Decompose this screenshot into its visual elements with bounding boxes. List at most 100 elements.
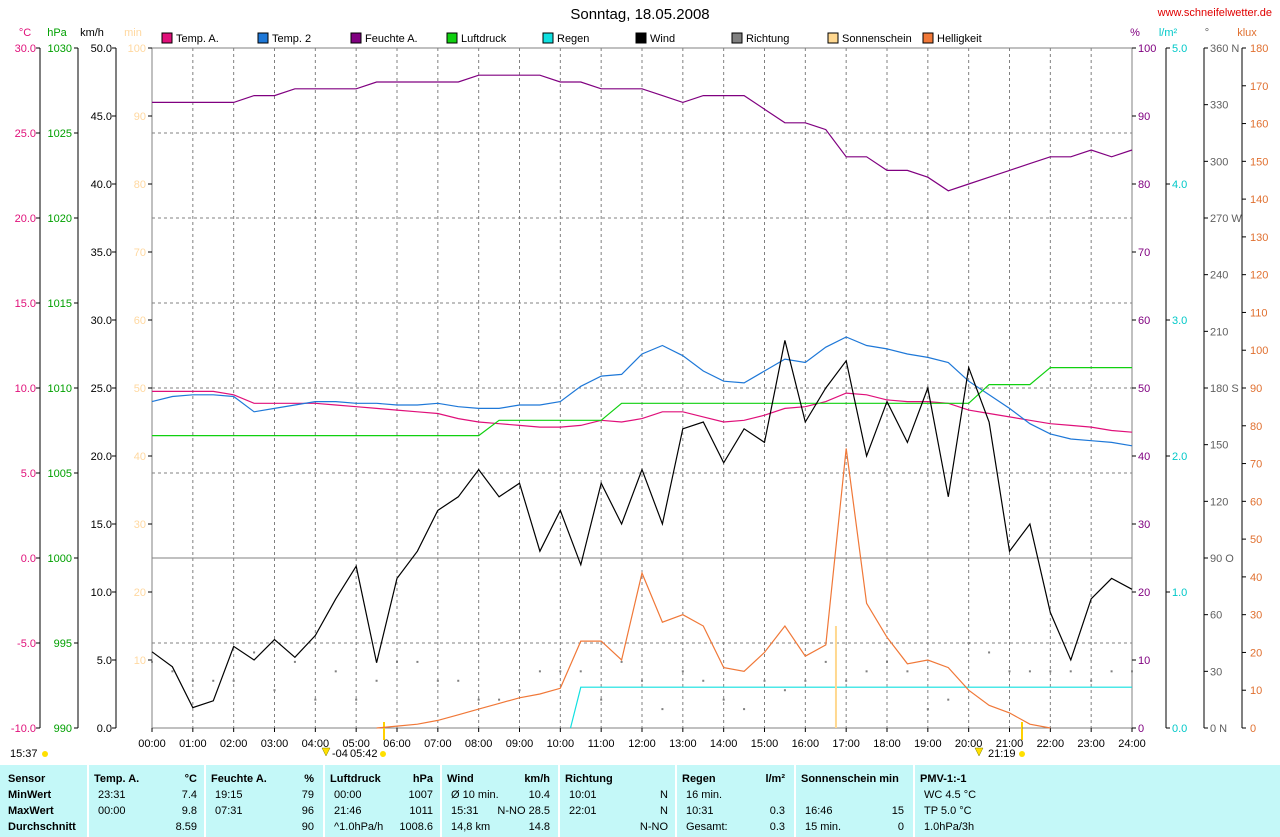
y-tick-label: 360 N [1210, 43, 1239, 55]
direction-dot [743, 708, 746, 711]
y-tick-label: 270 W [1210, 213, 1242, 225]
legend-swatch [827, 32, 839, 44]
axis-title: klux [1237, 27, 1257, 39]
direction-dot [1049, 670, 1052, 673]
y-tick-label: 0 N [1210, 723, 1227, 735]
y-tick-label: 1000 [48, 553, 72, 565]
x-tick-label: 24:00 [1118, 738, 1146, 750]
direction-dot [988, 651, 991, 654]
y-tick-label: 10.0 [15, 383, 36, 395]
x-tick-label: 18:00 [873, 738, 901, 750]
direction-dot [886, 660, 888, 663]
x-tick-label: 16:00 [792, 738, 820, 750]
y-tick-label: 5.0 [97, 655, 112, 667]
series-line [376, 448, 1051, 729]
source: www.schneifelwetter.de [1157, 7, 1272, 19]
y-tick-label: 60 [1210, 610, 1222, 622]
direction-dot [375, 679, 378, 682]
direction-dot [1069, 670, 1072, 673]
legend-label: Temp. 2 [272, 33, 311, 45]
x-tick-label: 22:00 [1037, 738, 1065, 750]
axis-title: % [1130, 27, 1140, 39]
cell-text: 15:31 [451, 805, 479, 817]
direction-dot [334, 670, 337, 673]
legend-label: Feuchte A. [365, 33, 418, 45]
cell-text: 16:46 [805, 805, 833, 817]
y-tick-label: 15.0 [15, 298, 36, 310]
y-tick-label: 130 [1250, 232, 1268, 244]
annotation: -04 [332, 748, 348, 760]
y-tick-label: 70 [1138, 247, 1150, 259]
column-unit: km/h [524, 773, 550, 785]
axis-title: °C [19, 27, 31, 39]
y-tick-label: 240 [1210, 270, 1228, 282]
y-tick-label: 70 [134, 247, 146, 259]
x-tick-label: 05:00 [342, 738, 370, 750]
cell-text: 07:31 [215, 805, 243, 817]
y-tick-label: 3.0 [1172, 315, 1187, 327]
y-tick-label: 50 [1138, 383, 1150, 395]
x-tick-label: 11:00 [588, 738, 615, 750]
y-tick-label: 110 [1250, 307, 1268, 319]
y-tick-label: 1015 [48, 298, 72, 310]
y-tick-label: 140 [1250, 194, 1268, 206]
row-label: Durchschnitt [8, 821, 76, 833]
direction-dot [722, 698, 725, 701]
direction-dot [1110, 670, 1113, 673]
moon-icon [974, 747, 984, 757]
y-tick-label: 25.0 [91, 383, 112, 395]
legend-swatch [731, 32, 743, 44]
cell-text: 1.0hPa/3h [924, 821, 974, 833]
x-tick-label: 02:00 [220, 738, 248, 750]
y-tick-label: 990 [54, 723, 72, 735]
y-tick-label: 100 [1138, 43, 1156, 55]
y-tick-label: 210 [1210, 326, 1228, 338]
y-tick-label: 10 [1138, 655, 1150, 667]
direction-dot [559, 670, 562, 673]
legend-label: Helligkeit [937, 33, 982, 45]
cell-text: 21:46 [334, 805, 362, 817]
y-tick-label: 10 [134, 655, 146, 667]
column-unit: l/m² [765, 773, 785, 785]
series-line [569, 686, 1132, 729]
cell-text: 00:00 [334, 789, 362, 801]
cell-value: 7.4 [182, 789, 197, 801]
direction-dot [314, 698, 317, 701]
y-tick-label: 60 [1250, 496, 1262, 508]
legend-swatch [161, 32, 173, 44]
column-unit: °C [185, 773, 197, 785]
cell-value: 10.4 [529, 789, 550, 801]
cell-text: TP 5.0 °C [924, 805, 972, 817]
series-line [152, 74, 1133, 192]
cell-value: 0.3 [770, 821, 785, 833]
y-tick-label: 60 [134, 315, 146, 327]
cell-value: N [660, 805, 668, 817]
direction-dot [824, 660, 827, 663]
y-tick-label: 300 [1210, 156, 1228, 168]
y-tick-label: 0.0 [1172, 723, 1187, 735]
direction-dot [457, 679, 460, 682]
y-tick-label: -10.0 [11, 723, 36, 735]
x-tick-label: 10:00 [547, 738, 575, 750]
y-tick-label: 80 [1250, 421, 1262, 433]
sun-icon [380, 751, 386, 757]
legend-label: Temp. A. [176, 33, 219, 45]
direction-dot [1008, 670, 1011, 673]
y-tick-label: 90 [1250, 383, 1262, 395]
direction-dot [702, 679, 705, 682]
x-tick-label: 21:00 [996, 738, 1024, 750]
direction-dot [171, 670, 174, 673]
direction-dot [1131, 670, 1133, 673]
direction-dot [416, 660, 419, 663]
chart-title: Sonntag, 18.05.2008 [570, 6, 709, 23]
y-tick-label: 80 [134, 179, 146, 191]
cell-text: 14,8 km [451, 821, 490, 833]
direction-dot [538, 670, 541, 673]
y-tick-label: 0 [1250, 723, 1256, 735]
row-label: Sensor [8, 773, 46, 785]
x-tick-label: 06:00 [383, 738, 411, 750]
cell-value: N [660, 789, 668, 801]
direction-dot [273, 689, 276, 692]
y-tick-label: 100 [128, 43, 146, 55]
legend-swatch [350, 32, 362, 44]
